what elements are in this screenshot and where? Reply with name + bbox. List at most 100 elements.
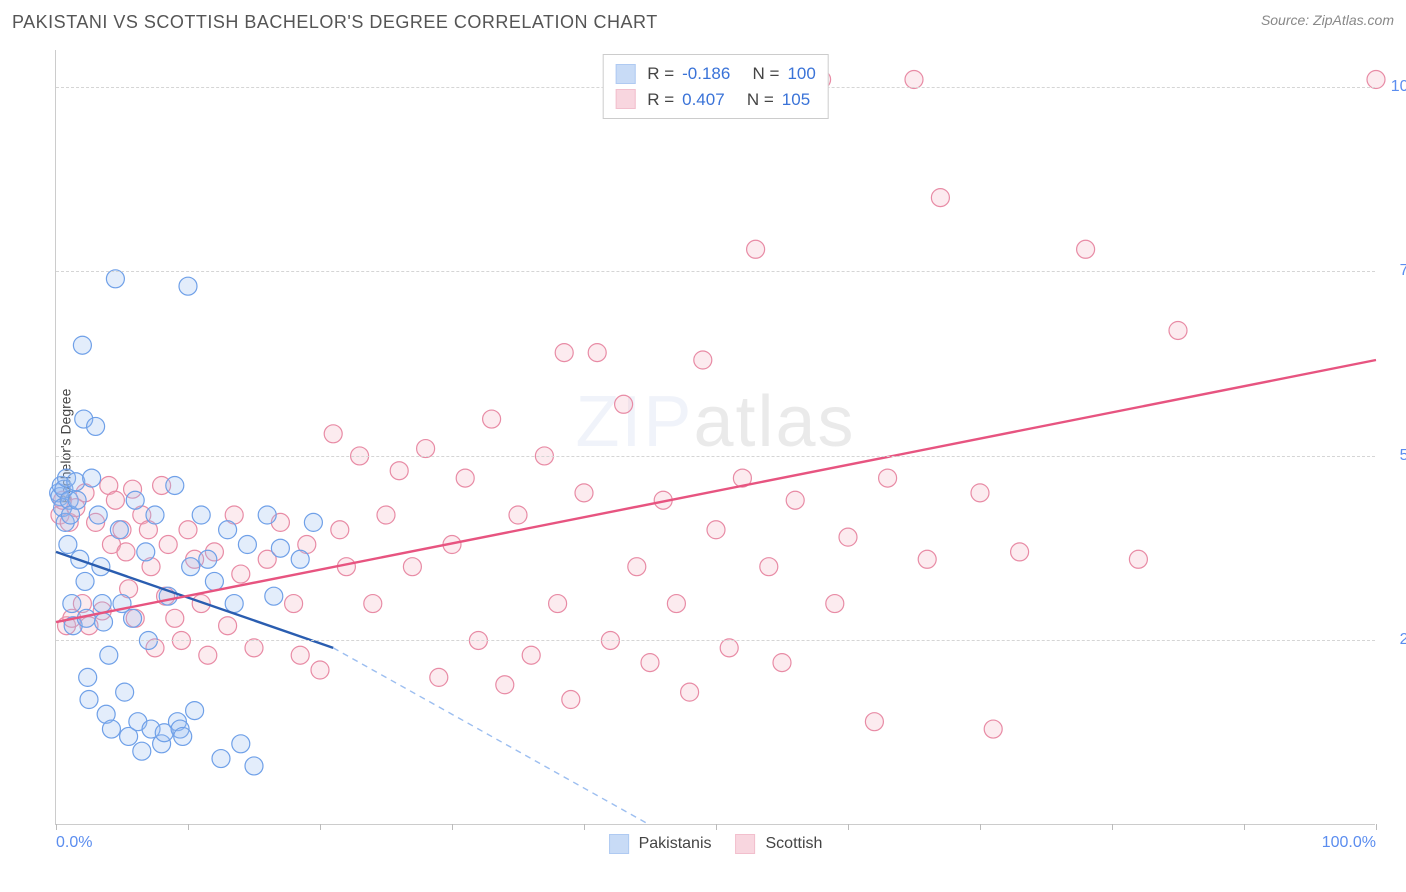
data-point [133, 742, 151, 760]
x-tick [1112, 824, 1113, 830]
y-tick-label: 75.0% [1385, 262, 1406, 280]
data-point [304, 513, 322, 531]
data-point [219, 521, 237, 539]
data-point [93, 595, 111, 613]
data-point [232, 735, 250, 753]
data-point [192, 506, 210, 524]
data-point [80, 691, 98, 709]
data-point [59, 536, 77, 554]
data-point [89, 506, 107, 524]
gridline [56, 456, 1375, 457]
data-point [106, 491, 124, 509]
data-point [456, 469, 474, 487]
data-point [232, 565, 250, 583]
data-point [865, 713, 883, 731]
data-point [377, 506, 395, 524]
data-point [694, 351, 712, 369]
data-point [681, 683, 699, 701]
data-point [174, 727, 192, 745]
data-point [225, 595, 243, 613]
data-point [126, 491, 144, 509]
data-point [265, 587, 283, 605]
data-point [68, 491, 86, 509]
x-tick [1244, 824, 1245, 830]
x-tick [56, 824, 57, 830]
data-point [137, 543, 155, 561]
data-point [146, 506, 164, 524]
data-point [199, 550, 217, 568]
data-point [879, 469, 897, 487]
data-point [628, 558, 646, 576]
correlation-legend: R = -0.186 N = 100 R = 0.407 N = 105 [602, 54, 829, 119]
data-point [760, 558, 778, 576]
data-point [285, 595, 303, 613]
data-point [159, 536, 177, 554]
gridline [56, 271, 1375, 272]
data-point [1077, 240, 1095, 258]
data-point [403, 558, 421, 576]
legend-swatch [609, 834, 629, 854]
trend-line-extrapolated [333, 648, 650, 825]
data-point [87, 417, 105, 435]
data-point [245, 757, 263, 775]
data-point [707, 521, 725, 539]
x-tick-label: 100.0% [1322, 834, 1376, 852]
plot-area: ZIPatlas R = -0.186 N = 100 R = 0.407 N … [55, 50, 1375, 825]
data-point [238, 536, 256, 554]
data-point [720, 639, 738, 657]
data-point [826, 595, 844, 613]
data-point [79, 668, 97, 686]
data-point [245, 639, 263, 657]
data-point [509, 506, 527, 524]
data-point [364, 595, 382, 613]
x-tick [1376, 824, 1377, 830]
data-point [562, 691, 580, 709]
data-point [918, 550, 936, 568]
data-point [117, 543, 135, 561]
data-point [1011, 543, 1029, 561]
data-point [575, 484, 593, 502]
data-point [106, 270, 124, 288]
data-point [124, 609, 142, 627]
legend-item: Pakistanis [609, 834, 712, 854]
x-tick [980, 824, 981, 830]
data-point [430, 668, 448, 686]
data-point [417, 440, 435, 458]
x-tick [188, 824, 189, 830]
data-point [1129, 550, 1147, 568]
x-tick [584, 824, 585, 830]
data-point [905, 71, 923, 89]
data-point [182, 558, 200, 576]
trend-line [56, 360, 1376, 622]
data-point [641, 654, 659, 672]
data-point [971, 484, 989, 502]
legend-item: Scottish [736, 834, 823, 854]
data-point [773, 654, 791, 672]
gridline [56, 640, 1375, 641]
x-tick [716, 824, 717, 830]
data-point [100, 646, 118, 664]
data-point [219, 617, 237, 635]
data-point [549, 595, 567, 613]
data-point [83, 469, 101, 487]
data-point [555, 344, 573, 362]
data-point [588, 344, 606, 362]
legend-label: Pakistanis [639, 835, 712, 853]
data-point [76, 572, 94, 590]
data-point [496, 676, 514, 694]
legend-swatch [615, 64, 635, 84]
data-point [179, 521, 197, 539]
data-point [67, 473, 85, 491]
y-tick-label: 50.0% [1385, 447, 1406, 465]
data-point [839, 528, 857, 546]
data-point [786, 491, 804, 509]
y-tick-label: 25.0% [1385, 631, 1406, 649]
series-legend: Pakistanis Scottish [609, 834, 823, 854]
scatter-svg [56, 50, 1375, 824]
data-point [73, 336, 91, 354]
data-point [615, 395, 633, 413]
data-point [291, 550, 309, 568]
data-point [667, 595, 685, 613]
legend-label: Scottish [766, 835, 823, 853]
data-point [199, 646, 217, 664]
